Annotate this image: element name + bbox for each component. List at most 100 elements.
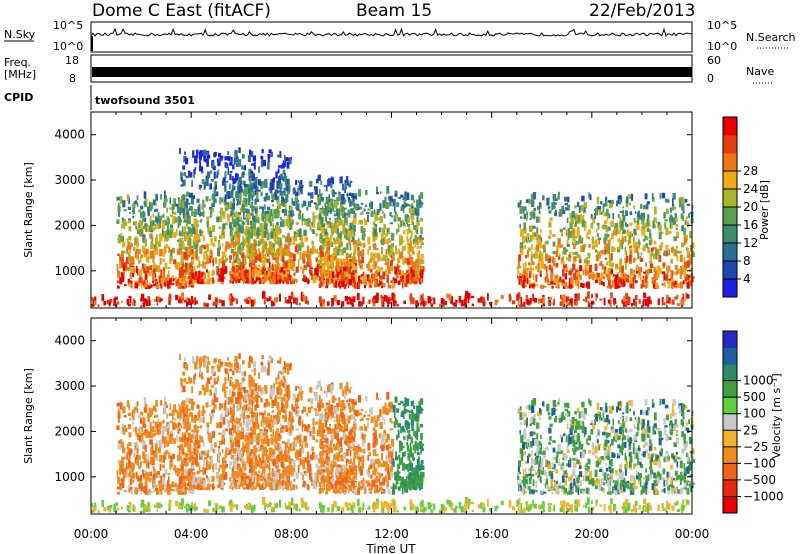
power-cell — [633, 272, 635, 278]
power-cell — [202, 199, 205, 208]
power-cell — [164, 233, 167, 239]
power-cell — [389, 196, 391, 199]
power-cell — [224, 204, 228, 211]
power-cell — [689, 244, 694, 248]
power-cell — [634, 211, 637, 214]
power-cell — [222, 261, 226, 269]
power-cell — [182, 194, 186, 201]
power-cell — [103, 301, 107, 306]
power-cell — [301, 203, 304, 208]
velocity-cell — [135, 406, 138, 411]
power-cell — [194, 250, 197, 258]
power-cell — [617, 214, 620, 218]
power-cell — [236, 214, 241, 220]
power-cell — [681, 298, 685, 306]
power-cell — [196, 198, 200, 203]
velocity-cell — [188, 408, 191, 412]
velocity-cell — [191, 417, 193, 423]
power-cell — [317, 197, 320, 201]
power-cell — [586, 263, 589, 267]
power-cell — [281, 197, 284, 202]
velocity-cell — [133, 409, 136, 415]
power-cell — [645, 283, 647, 289]
power-cell — [627, 240, 630, 246]
velocity-cell — [267, 359, 271, 364]
power-cell — [229, 183, 231, 190]
power-cell — [181, 254, 183, 260]
power-cell — [220, 157, 223, 161]
velocity-cell — [227, 397, 231, 405]
power-cell — [392, 198, 396, 207]
power-cell — [152, 243, 154, 250]
power-cell — [259, 242, 262, 246]
power-cell — [330, 182, 333, 189]
power-cell — [689, 211, 693, 214]
power-cell — [221, 300, 225, 307]
power-cell — [328, 250, 331, 255]
power-cell — [410, 231, 413, 238]
power-cell — [316, 260, 319, 266]
velocity-cell — [137, 436, 140, 440]
velocity-cell — [151, 426, 155, 433]
velocity-cell — [140, 461, 142, 469]
power-cell — [379, 216, 383, 223]
power-cell — [235, 237, 239, 241]
power-ytick-label: 1000 — [54, 264, 85, 278]
power-cell — [242, 154, 245, 159]
power-cell — [546, 197, 550, 206]
power-cell — [607, 299, 611, 304]
power-cell — [387, 244, 391, 253]
power-cell — [565, 229, 568, 237]
power-cell — [309, 248, 313, 254]
power-cell — [325, 206, 328, 210]
velocity-cell — [160, 475, 163, 484]
power-cell — [633, 228, 637, 235]
power-colorbar-swatch — [723, 153, 737, 172]
power-cell — [232, 197, 235, 203]
power-cell — [581, 284, 585, 289]
velocity-cell — [205, 402, 209, 408]
velocity-cell — [268, 393, 271, 397]
power-cell — [281, 192, 284, 199]
velocity-cell — [182, 418, 186, 425]
velocity-cell — [174, 470, 177, 473]
power-cell — [239, 197, 242, 203]
power-cell — [220, 197, 224, 203]
power-cell — [320, 193, 323, 196]
power-cell — [303, 264, 307, 268]
power-cell — [259, 251, 262, 255]
power-cell — [606, 285, 610, 289]
power-cell — [416, 222, 419, 231]
power-cell — [608, 260, 612, 264]
power-cell — [256, 270, 260, 278]
power-cell — [255, 218, 258, 223]
power-cell — [280, 199, 284, 206]
power-cell — [519, 200, 522, 205]
power-cell — [411, 214, 414, 223]
velocity-cell — [141, 435, 144, 441]
power-cell — [231, 216, 234, 225]
power-cell — [344, 228, 347, 234]
power-cell — [364, 281, 367, 285]
power-cell — [139, 220, 142, 228]
power-cell — [347, 209, 351, 216]
power-cell — [388, 251, 392, 255]
power-ytick-label: 2000 — [54, 218, 85, 232]
velocity-cell — [117, 408, 120, 415]
power-cell — [430, 303, 434, 307]
power-cell — [640, 203, 643, 209]
power-cell — [213, 152, 216, 158]
velocity-cell — [278, 443, 280, 449]
power-cell — [122, 250, 126, 254]
velocity-cell — [132, 478, 135, 484]
power-cell — [140, 254, 143, 259]
power-cell — [634, 241, 638, 247]
velocity-cell — [259, 412, 263, 416]
power-cell — [641, 220, 644, 225]
power-cell — [205, 178, 209, 187]
power-cell — [191, 245, 194, 249]
power-cell — [183, 285, 187, 289]
power-cell — [572, 233, 576, 241]
power-cell — [531, 251, 533, 256]
power-cell — [323, 278, 325, 281]
